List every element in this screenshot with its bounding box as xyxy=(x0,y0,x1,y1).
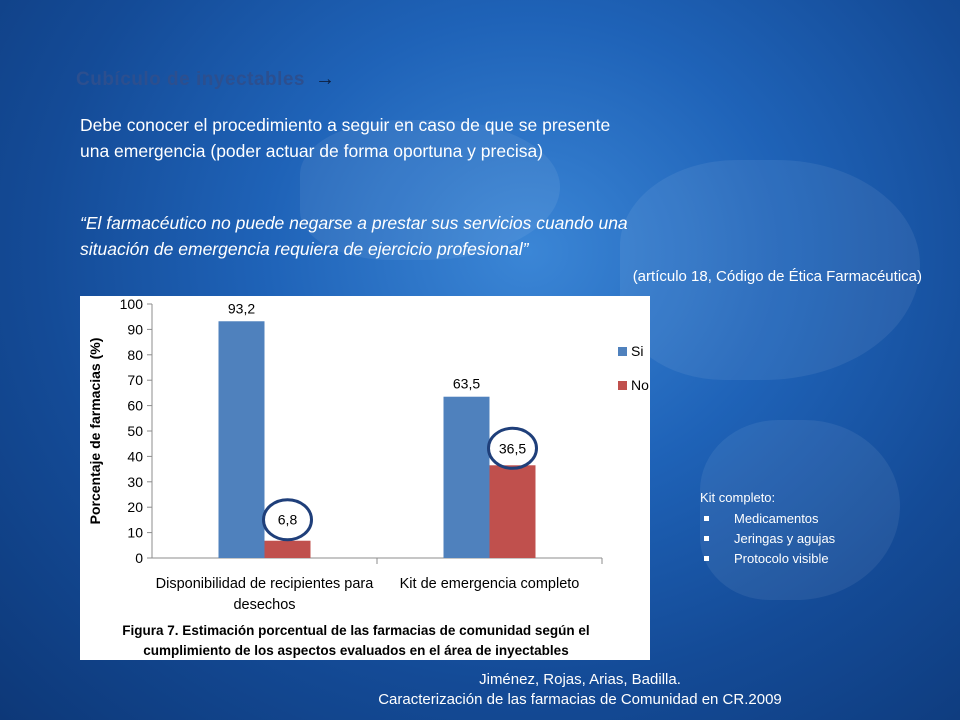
data-label: 93,2 xyxy=(228,300,255,316)
square-bullet-icon xyxy=(704,556,709,561)
kit-item: Medicamentos xyxy=(700,509,835,529)
quote-text: “El farmacéutico no puede negarse a pres… xyxy=(80,210,800,262)
intro-line: Debe conocer el procedimiento a seguir e… xyxy=(80,115,611,135)
data-label: 6,8 xyxy=(278,512,298,528)
x-category-label: Disponibilidad de recipientes para xyxy=(156,576,375,592)
y-tick-label: 60 xyxy=(127,398,143,414)
footer-line: Caracterización de las farmacias de Comu… xyxy=(378,691,782,708)
bar-no xyxy=(489,465,536,558)
y-tick-label: 30 xyxy=(127,474,143,490)
section-title: Cubículo de inyectables → xyxy=(76,68,336,91)
y-tick-label: 50 xyxy=(127,423,143,439)
kit-list: Kit completo: Medicamentos Jeringas y ag… xyxy=(700,490,835,569)
y-axis-label: Porcentaje de farmacias (%) xyxy=(87,338,103,525)
map-decoration xyxy=(300,120,560,260)
quote-line: situación de emergencia requiera de ejer… xyxy=(80,239,529,259)
figure-caption: Figura 7. Estimación porcentual de las f… xyxy=(122,623,589,638)
arrow-right-icon: → xyxy=(315,68,336,90)
legend-label: No xyxy=(631,377,649,393)
y-tick-label: 10 xyxy=(127,525,143,541)
citation: (artículo 18, Código de Ética Farmacéuti… xyxy=(632,268,922,285)
y-tick-label: 0 xyxy=(135,550,143,566)
bar-si xyxy=(218,321,265,558)
kit-item: Jeringas y agujas xyxy=(700,529,835,549)
y-tick-label: 90 xyxy=(127,321,143,337)
legend-swatch xyxy=(618,381,627,390)
footer-reference: Jiménez, Rojas, Arias, Badilla. Caracter… xyxy=(330,670,830,710)
intro-text: Debe conocer el procedimiento a seguir e… xyxy=(80,112,800,164)
legend-label: Si xyxy=(631,343,643,359)
square-bullet-icon xyxy=(704,536,709,541)
x-category-label: desechos xyxy=(233,597,295,613)
kit-title: Kit completo: xyxy=(700,490,776,505)
bar-no xyxy=(264,540,311,558)
quote-line: “El farmacéutico no puede negarse a pres… xyxy=(80,213,628,233)
kit-item-label: Protocolo visible xyxy=(734,551,829,566)
y-tick-label: 20 xyxy=(127,499,143,515)
data-label: 63,5 xyxy=(453,376,480,392)
y-tick-label: 80 xyxy=(127,347,143,363)
data-label: 36,5 xyxy=(499,440,526,456)
bar-chart: 0 10 20 30 40 50 60 70 80 90 100 93,2 6,8 Disponibili… xyxy=(87,296,649,658)
y-tick-label: 100 xyxy=(120,296,144,312)
square-bullet-icon xyxy=(704,516,709,521)
kit-item: Protocolo visible xyxy=(700,549,835,569)
y-tick-label: 70 xyxy=(127,372,143,388)
footer-line: Jiménez, Rojas, Arias, Badilla. xyxy=(479,671,681,688)
kit-item-label: Medicamentos xyxy=(734,511,819,526)
map-decoration xyxy=(620,160,920,380)
intro-line: una emergencia (poder actuar de forma op… xyxy=(80,141,544,161)
highlight-circle xyxy=(487,426,538,470)
section-title-text: Cubículo de inyectables xyxy=(76,68,305,90)
map-decoration xyxy=(700,420,900,600)
y-tick-label: 40 xyxy=(127,448,143,464)
kit-item-label: Jeringas y agujas xyxy=(734,531,836,546)
bar-si xyxy=(443,396,490,558)
legend-swatch xyxy=(618,347,627,356)
chart-panel: 0 10 20 30 40 50 60 70 80 90 100 93,2 6,8 Disponibili… xyxy=(80,296,650,660)
figure-caption: cumplimiento de los aspectos evaluados e… xyxy=(143,643,568,658)
highlight-circle xyxy=(262,498,313,542)
x-category-label: Kit de emergencia completo xyxy=(400,576,580,592)
